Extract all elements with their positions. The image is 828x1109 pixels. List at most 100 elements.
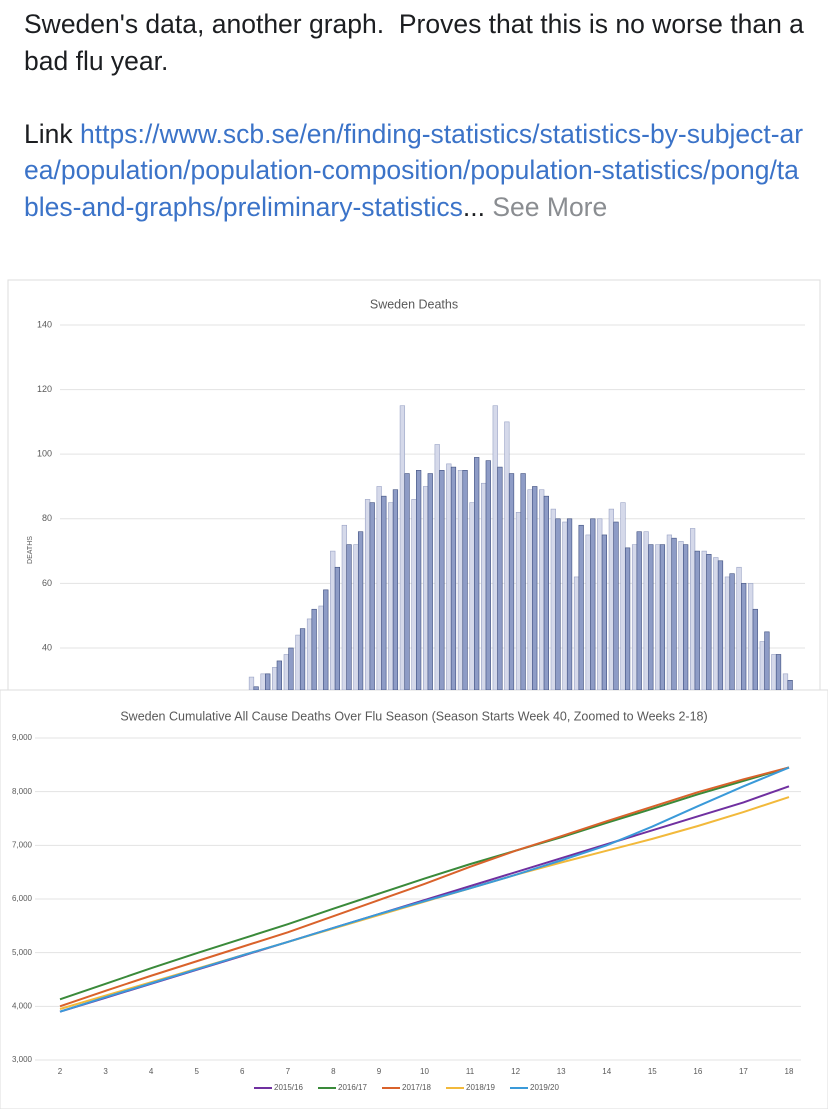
x-tick-label: 11 <box>466 1067 475 1076</box>
x-tick-label: 6 <box>240 1067 245 1076</box>
x-tick-label: 16 <box>693 1067 702 1076</box>
bar <box>636 531 642 690</box>
bar <box>295 634 301 690</box>
bar <box>253 686 259 690</box>
bar <box>620 502 626 690</box>
y-tick-label: 3,000 <box>12 1055 33 1064</box>
link-url[interactable]: https://www.scb.se/en/finding-statistics… <box>24 118 804 222</box>
bar <box>608 508 614 690</box>
bar <box>527 489 533 690</box>
bar <box>717 560 724 690</box>
bar <box>341 524 347 690</box>
link-label: Link <box>24 118 73 149</box>
legend-label: 2017/18 <box>402 1083 431 1092</box>
bar <box>276 660 282 690</box>
bar <box>771 654 777 690</box>
bar <box>550 508 556 690</box>
bar <box>399 405 406 690</box>
bar <box>346 544 352 690</box>
y-tick-label: 5,000 <box>12 948 33 957</box>
line <box>59 766 790 1013</box>
y-tick-label: 140 <box>37 319 52 329</box>
bar <box>643 531 649 690</box>
bar <box>392 489 399 690</box>
y-tick-label: 8,000 <box>12 787 33 796</box>
bar <box>631 544 638 690</box>
bar <box>330 550 336 690</box>
link-line: Link https://www.scb.se/en/finding-stati… <box>24 116 804 226</box>
bar <box>752 608 758 690</box>
bar <box>724 576 731 690</box>
bar <box>648 544 654 690</box>
bar <box>469 502 475 690</box>
bar <box>422 486 429 690</box>
bar <box>515 512 522 690</box>
bar <box>492 405 498 690</box>
legend-label: 2016/17 <box>338 1083 367 1092</box>
bar <box>543 495 549 690</box>
bar <box>481 482 487 690</box>
bar <box>439 470 445 690</box>
bar <box>288 647 294 690</box>
bar <box>353 544 359 690</box>
bar <box>671 537 677 690</box>
bar <box>497 466 503 690</box>
x-tick-label: 8 <box>331 1067 336 1076</box>
y-axis-label: DEATHS <box>27 536 34 564</box>
x-tick-label: 7 <box>286 1067 291 1076</box>
legend-label: 2018/19 <box>466 1083 495 1092</box>
bar <box>706 554 712 690</box>
x-tick-label: 15 <box>648 1067 657 1076</box>
x-tick-label: 4 <box>149 1067 154 1076</box>
x-tick-label: 12 <box>511 1067 520 1076</box>
bar <box>485 460 491 690</box>
x-tick-label: 2 <box>58 1067 63 1076</box>
chart-title: Sweden Cumulative All Cause Deaths Over … <box>120 709 707 723</box>
bar <box>624 547 631 690</box>
bar <box>416 470 422 690</box>
bar <box>764 631 770 690</box>
x-tick-label: 9 <box>377 1067 382 1076</box>
spacer <box>24 79 804 116</box>
y-tick-label: 7,000 <box>12 840 33 849</box>
bar <box>666 534 673 690</box>
ellipsis: ... <box>462 191 485 222</box>
bar <box>411 499 417 690</box>
y-tick-label: 6,000 <box>12 894 33 903</box>
see-more[interactable]: See More <box>492 191 608 222</box>
bar <box>748 583 754 690</box>
bar <box>713 557 719 690</box>
bar <box>775 654 782 690</box>
legend-label: 2019/20 <box>530 1083 559 1092</box>
line <box>59 766 790 1001</box>
bar <box>260 673 266 690</box>
bar <box>782 673 789 690</box>
y-tick-label: 100 <box>37 449 52 459</box>
bar <box>729 573 735 690</box>
x-tick-label: 5 <box>194 1067 199 1076</box>
bar <box>787 680 793 690</box>
bar <box>306 618 313 690</box>
bar <box>578 524 584 690</box>
bar <box>659 544 666 690</box>
bar <box>357 531 364 690</box>
bar <box>369 502 375 690</box>
bar <box>694 550 700 690</box>
y-tick-label: 120 <box>37 384 52 394</box>
bar <box>585 534 591 690</box>
line-chart: Sweden Cumulative All Cause Deaths Over … <box>12 709 801 1092</box>
x-tick-label: 14 <box>602 1067 611 1076</box>
bar <box>613 521 619 690</box>
bar <box>689 528 696 690</box>
bar <box>741 583 747 690</box>
bar <box>446 463 452 690</box>
bar <box>508 473 515 690</box>
bar <box>566 518 573 690</box>
y-tick-label: 4,000 <box>12 1001 33 1010</box>
line <box>59 766 790 1008</box>
y-tick-label: 40 <box>42 642 52 652</box>
bar <box>265 673 271 690</box>
bar <box>597 518 603 690</box>
chart-title: Sweden Deaths <box>370 297 458 311</box>
